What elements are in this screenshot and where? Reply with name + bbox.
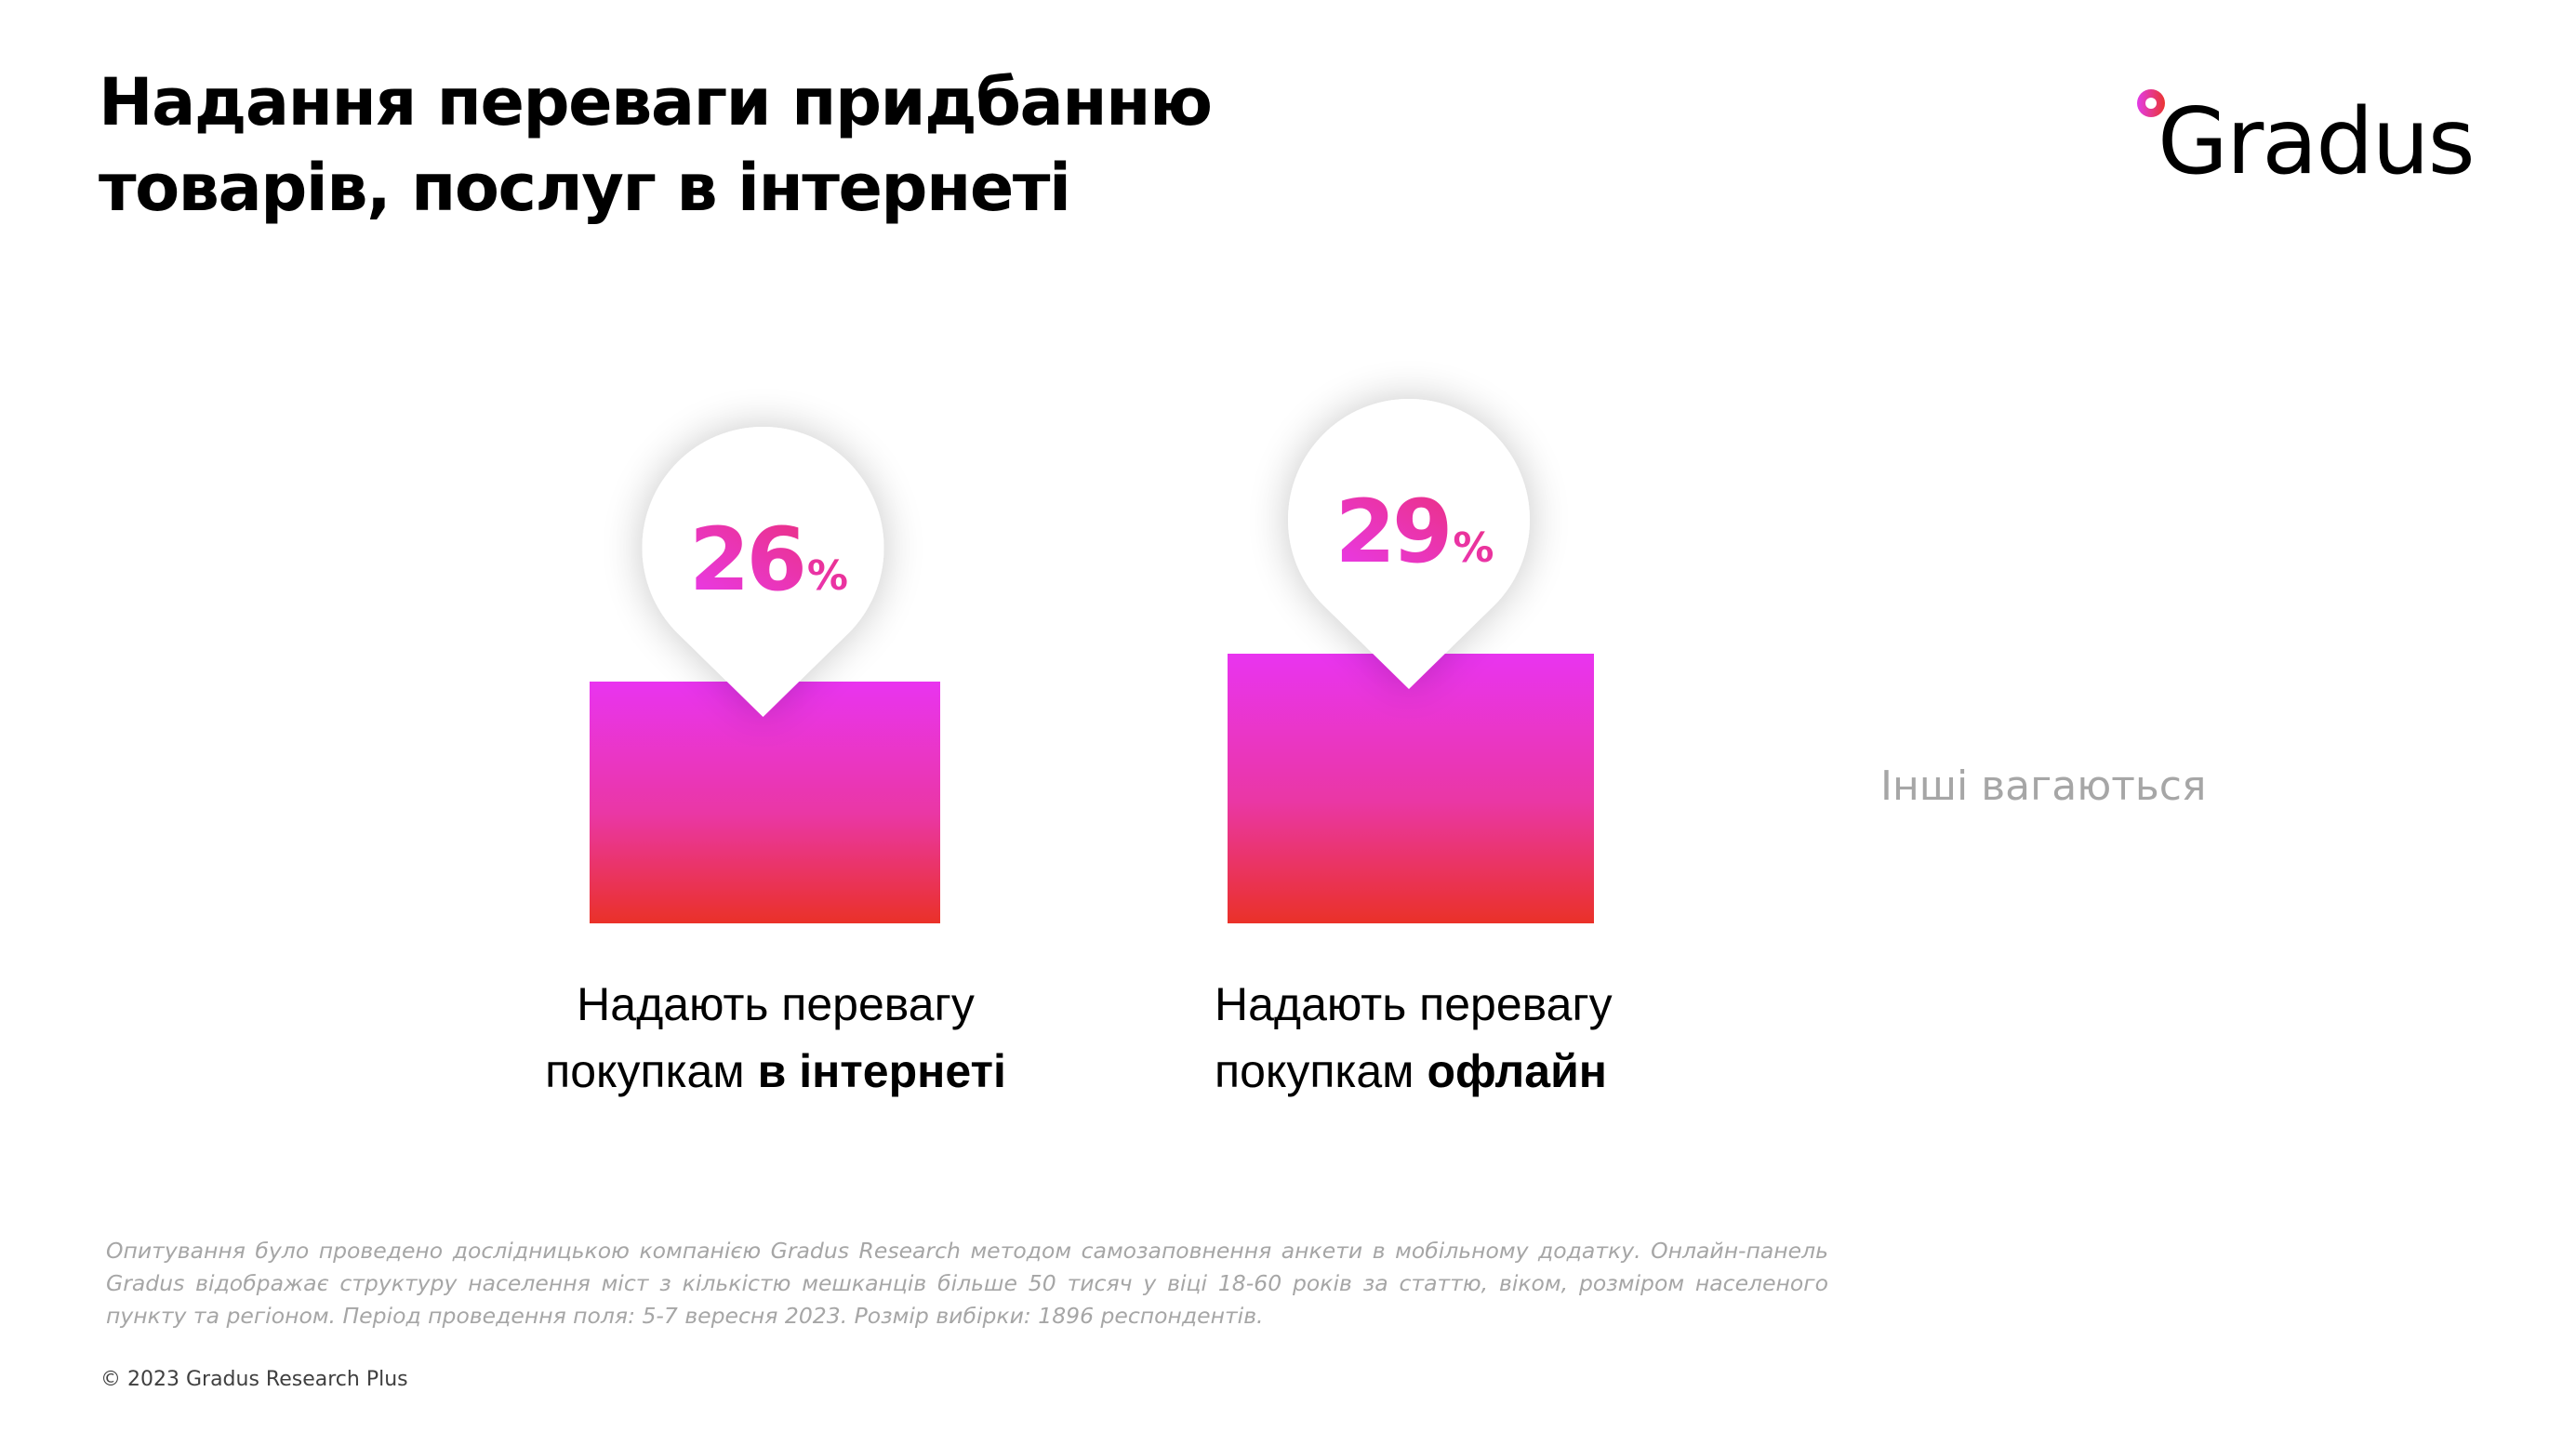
bar-label-line1: Надають перевагу: [577, 978, 975, 1030]
pin-shape: [642, 427, 884, 717]
logo-ring-icon: [2137, 89, 2165, 117]
value-pin-0: [642, 427, 884, 717]
value-percent-sign: %: [1453, 524, 1494, 572]
bar-label-line1: Надають перевагу: [1215, 978, 1613, 1030]
bar-label-line2: покупкам офлайн: [1215, 1038, 1791, 1105]
methodology-footnote: Опитування було проведено дослідницькою …: [106, 1238, 1828, 1329]
value-pin-1: [1288, 398, 1530, 689]
gradus-logo: Gradus: [2137, 89, 2509, 201]
logo-text: Gradus: [2158, 89, 2476, 195]
pins-layer: 26% 29%: [642, 398, 1530, 717]
value-label-1: 29%: [1335, 482, 1494, 583]
others-hesitate-annotation: Інші вагаються: [1880, 762, 2207, 810]
page-title: Надання переваги придбанню товарів, посл…: [99, 60, 1213, 231]
copyright: © 2023 Gradus Research Plus: [100, 1368, 408, 1391]
title-line-1: Надання переваги придбанню: [99, 64, 1213, 140]
bar-label-bold: в інтернеті: [757, 1045, 1006, 1097]
pin-shape: [1288, 398, 1530, 689]
value-number: 29: [1335, 482, 1450, 583]
bar-label-regular: покупкам: [1215, 1045, 1427, 1097]
value-number: 26: [689, 510, 803, 611]
title-line-2: товарів, послуг в інтернеті: [99, 150, 1071, 226]
bar-label-bold: офлайн: [1427, 1045, 1608, 1097]
bar-0: [590, 682, 940, 923]
bar-1: [1228, 654, 1594, 923]
bar-label-regular: покупкам: [545, 1045, 758, 1097]
bars-layer: [590, 654, 1594, 923]
bar-label-line2: покупкам в інтернеті: [487, 1038, 1064, 1105]
bar-label-online: Надають перевагу покупкам в інтернеті: [487, 971, 1064, 1105]
value-percent-sign: %: [807, 552, 848, 600]
bar-label-offline: Надають перевагу покупкам офлайн: [1215, 971, 1791, 1105]
value-label-0: 26%: [689, 510, 848, 611]
